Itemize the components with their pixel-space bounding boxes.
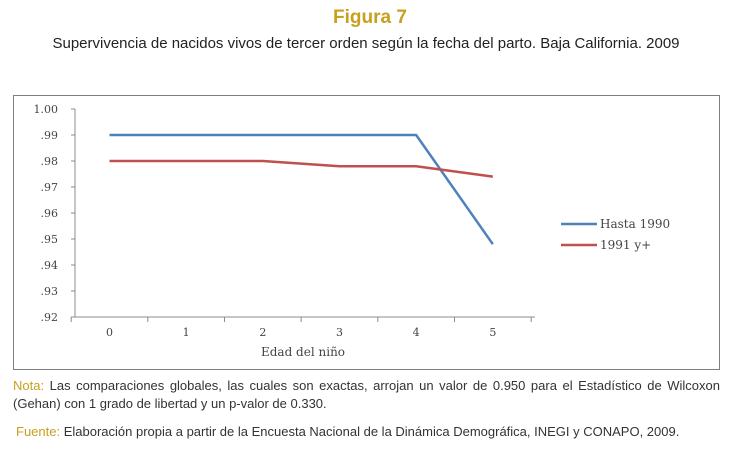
x-tick-label: 2 <box>259 326 266 339</box>
note-paragraph: Nota: Las comparaciones globales, las cu… <box>13 377 720 413</box>
chart-container: 1.00 .99 .98 .97 .96 .95 .94 .93 .92 0 1 2 3 4 5 Edad… <box>13 95 720 370</box>
x-tick-label: 1 <box>183 326 190 339</box>
y-tick-label: 1.00 <box>34 103 59 116</box>
legend-label: Hasta 1990 <box>600 217 670 231</box>
y-tick-label: .96 <box>41 207 59 220</box>
note-text: Las comparaciones globales, las cuales s… <box>13 378 720 411</box>
x-tick-label: 0 <box>106 326 113 339</box>
note-label: Nota: <box>13 378 45 393</box>
y-axis-ticks: 1.00 .99 .98 .97 .96 .95 .94 .93 .92 <box>34 103 75 324</box>
legend-label: 1991 y+ <box>600 238 651 252</box>
x-tick-label: 4 <box>413 326 420 339</box>
figure-title: Supervivencia de nacidos vivos de tercer… <box>52 35 680 52</box>
y-tick-label: .97 <box>41 181 59 194</box>
y-tick-label: .99 <box>41 129 59 142</box>
line-chart: 1.00 .99 .98 .97 .96 .95 .94 .93 .92 0 1 2 3 4 5 Edad… <box>34 103 671 359</box>
series-lines <box>109 133 494 245</box>
y-tick-label: .92 <box>41 311 59 324</box>
y-tick-label: .94 <box>41 259 59 272</box>
legend: Hasta 1990 1991 y+ <box>561 217 670 252</box>
source-text: Elaboración propia a partir de la Encues… <box>60 424 680 439</box>
x-tick-label: 5 <box>489 326 496 339</box>
figure-label: Figura 7 <box>333 7 407 28</box>
x-axis-label: Edad del niño <box>261 345 345 359</box>
source-paragraph: Fuente: Elaboración propia a partir de l… <box>16 423 706 441</box>
source-label: Fuente: <box>16 424 61 439</box>
x-axis-ticks: 0 1 2 3 4 5 <box>70 317 532 339</box>
x-tick-label: 3 <box>336 326 343 339</box>
y-tick-label: .93 <box>41 285 59 298</box>
y-tick-label: .98 <box>41 155 59 168</box>
y-tick-label: .95 <box>41 233 59 246</box>
series-line <box>109 133 494 245</box>
series-line <box>109 159 494 178</box>
